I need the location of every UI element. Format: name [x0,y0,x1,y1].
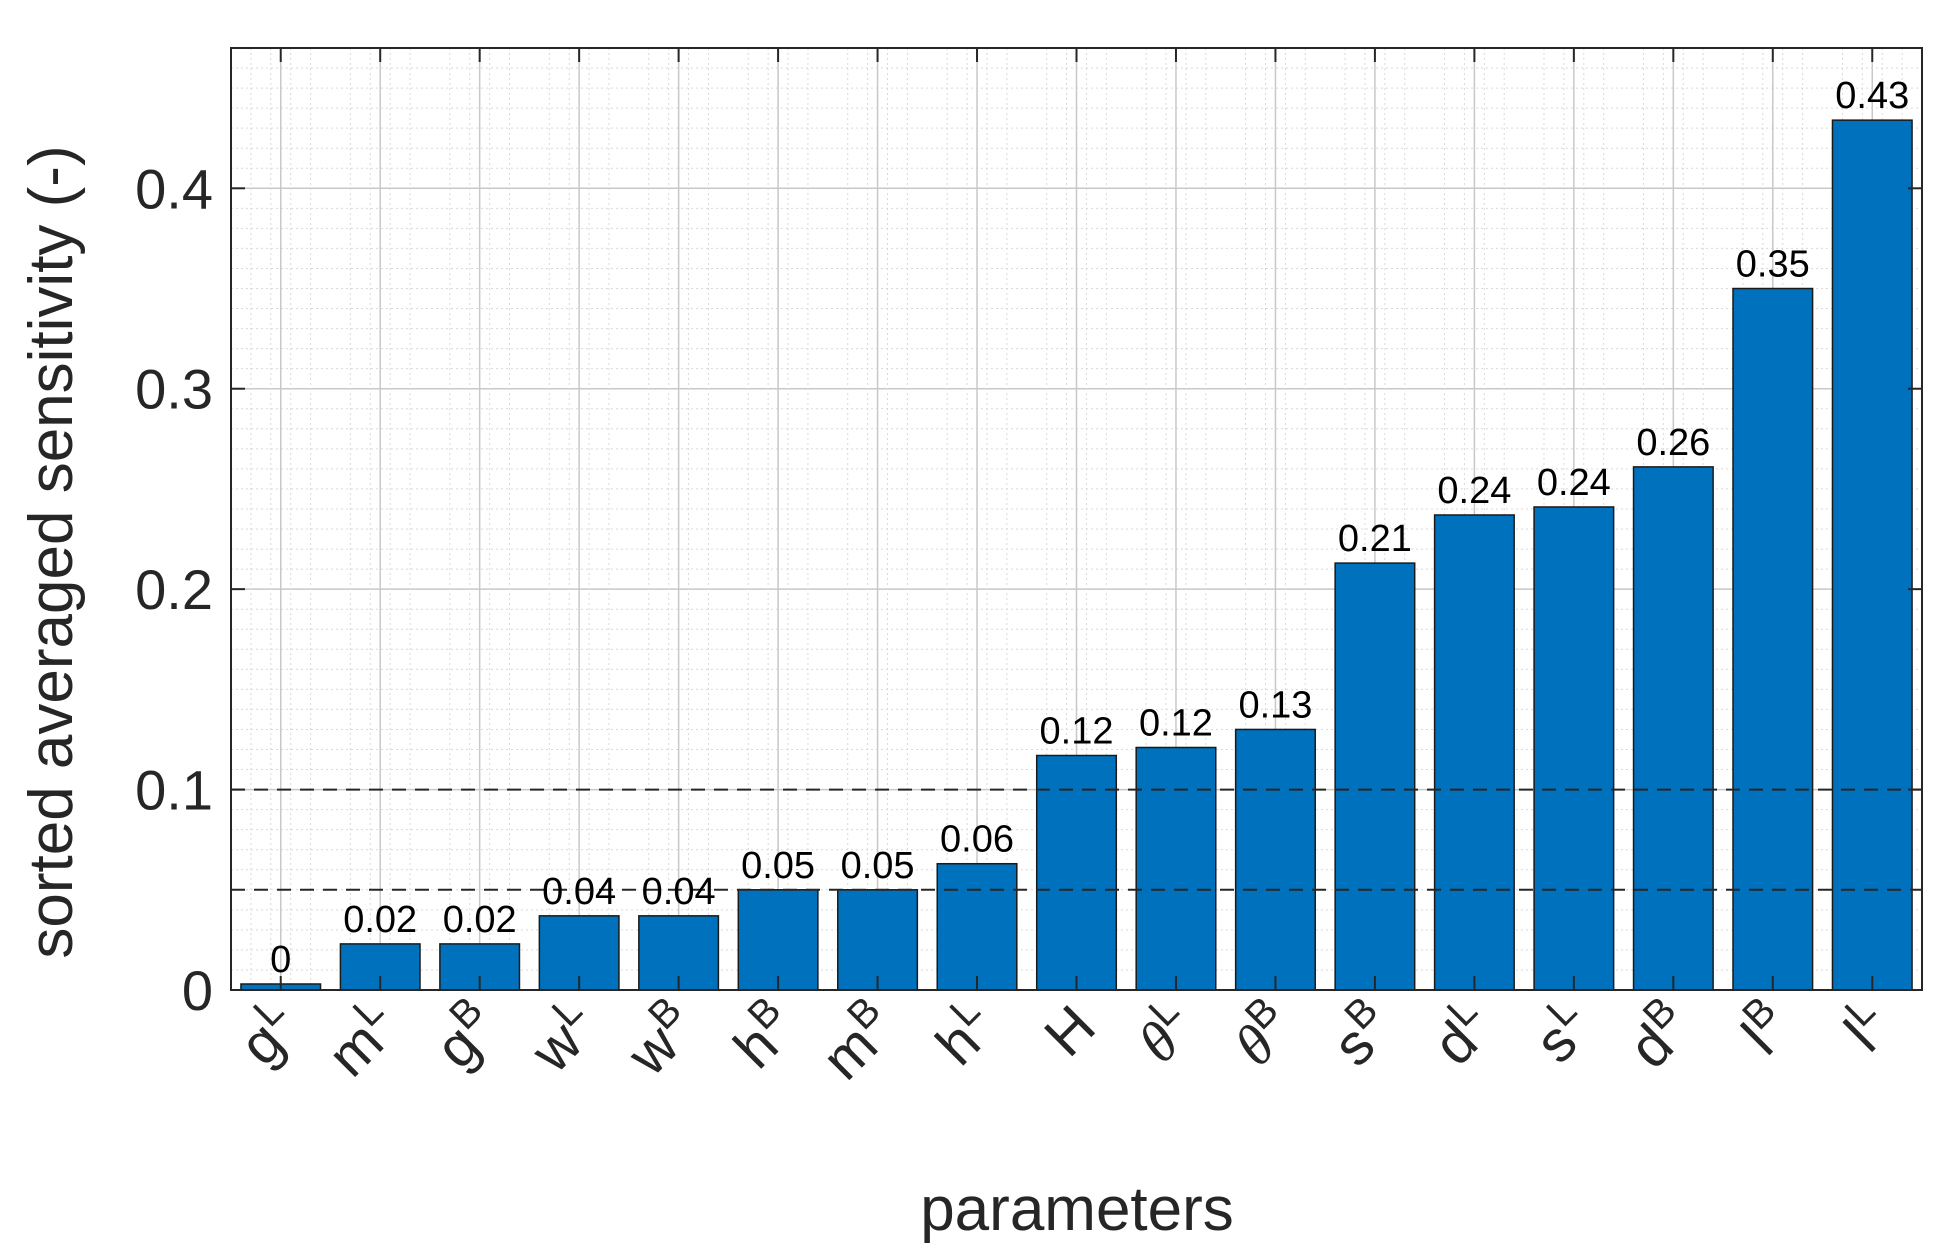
y-tick-label: 0 [182,959,213,1022]
data-label: 0.05 [841,845,915,887]
y-tick-label: 0.2 [135,558,213,621]
bar [1234,728,1316,991]
x-axis-title: parameters [920,1175,1234,1244]
data-label: 0.12 [1139,702,1213,744]
data-label: 0.24 [1537,462,1611,504]
data-label: 0.13 [1238,684,1312,726]
bar [936,862,1018,991]
bar [1334,562,1416,991]
data-label: 0.21 [1338,518,1412,560]
x-tick-label: dB [1612,988,1705,1081]
x-tick-label: θB [1217,988,1307,1078]
x-tick-label: gB [418,988,511,1081]
x-tick-label: sB [1316,988,1406,1078]
x-tick-label: dL [1416,988,1505,1077]
data-label: 0.04 [642,871,716,913]
data-label: 0.02 [443,899,517,941]
x-tick-label: θL [1120,988,1207,1075]
bar [837,889,919,991]
y-tick-label: 0.1 [135,759,213,822]
bar [1533,506,1615,991]
bar [1135,746,1217,991]
data-label: 0.43 [1835,75,1909,117]
x-tick-label: gL [222,988,311,1077]
x-tick-label: wB [610,988,710,1088]
x-tick-label-base: H [1032,993,1108,1069]
data-label: 0.12 [1040,711,1114,753]
x-tick-label: mL [311,988,412,1089]
y-axis-title: sorted averaged sensitivity (-) [17,145,86,958]
data-label: 0.35 [1736,244,1810,286]
bar [1035,754,1118,991]
y-tick-label: 0.3 [135,358,213,421]
data-label: 0.24 [1437,470,1511,512]
x-tick-label: sL [1518,988,1605,1075]
data-label: 0 [270,939,291,981]
bar [737,889,819,991]
bar [1632,466,1714,991]
x-tick-label: H [1032,993,1108,1069]
data-label: 0.04 [542,871,616,913]
y-tick-label: 0.4 [135,157,213,220]
x-tick-label: lL [1828,988,1904,1064]
data-label: 0.06 [940,819,1014,861]
reference-lines-layer [231,788,1922,891]
data-label: 0.05 [741,845,815,887]
x-tick-label: hL [919,988,1008,1077]
x-tick-label: lB [1725,988,1804,1067]
x-tick-label: mB [805,988,909,1092]
axes-layer [230,47,1923,991]
x-tick-label: hB [717,988,810,1081]
data-label: 0.26 [1636,422,1710,464]
x-tick-label: wL [513,988,610,1085]
bar [1732,287,1814,991]
bar [1831,119,1913,991]
bar [1433,514,1515,991]
data-label: 0.02 [343,899,417,941]
